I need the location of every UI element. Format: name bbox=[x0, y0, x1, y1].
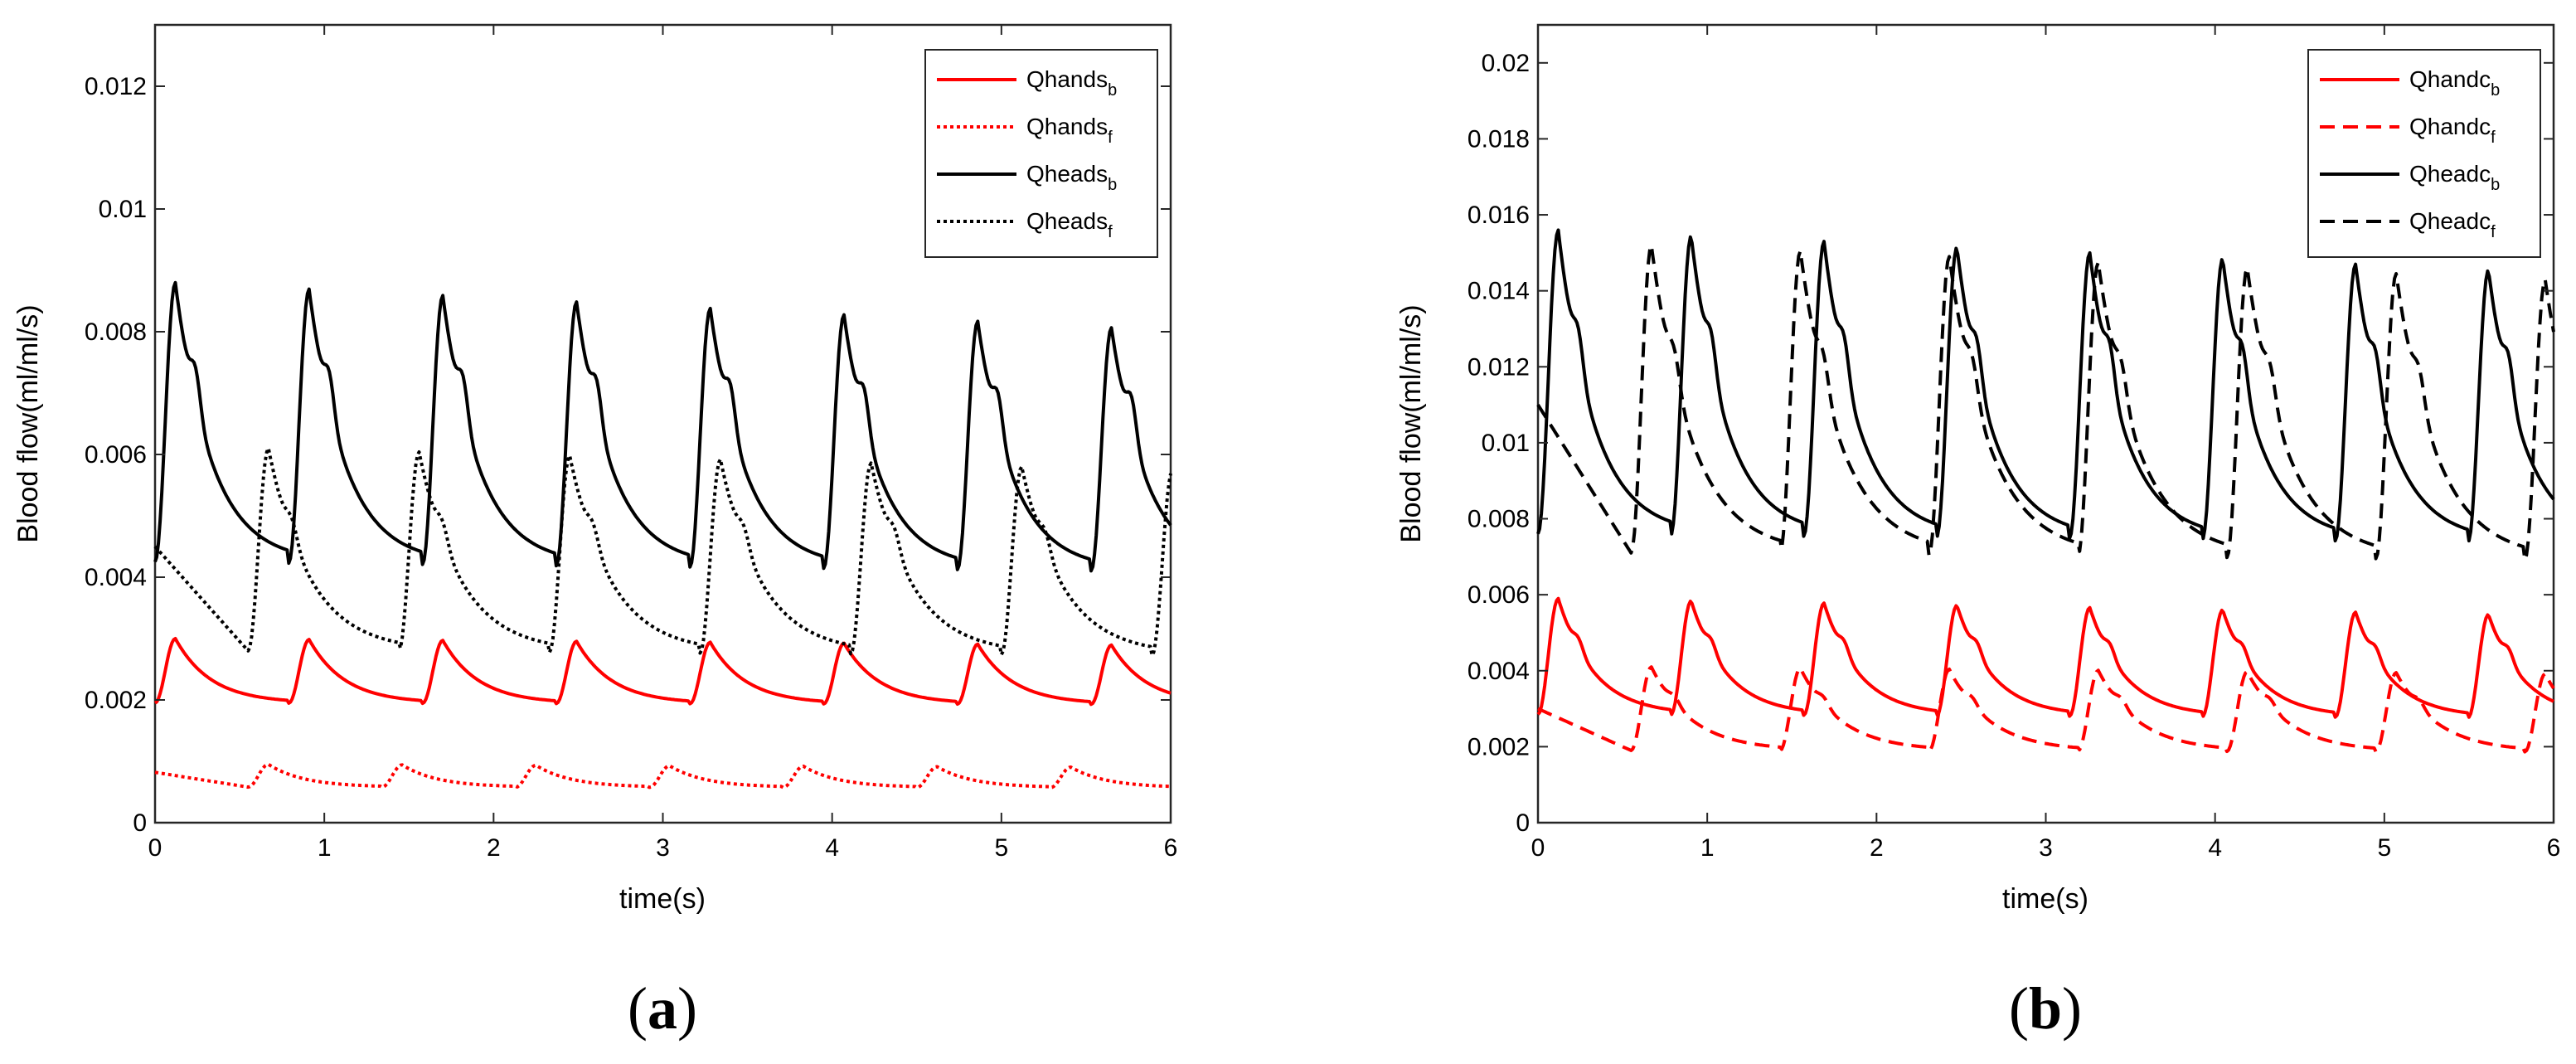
y-axis-label-b: Blood flow(ml/ml/s) bbox=[1395, 304, 1427, 542]
series-line-a-qheadsf bbox=[153, 446, 1172, 658]
y-tick-label-a: 0.012 bbox=[85, 73, 147, 100]
series-line-b-qheadcf bbox=[1536, 243, 2555, 561]
x-tick-label-b: 6 bbox=[2547, 834, 2561, 862]
y-tick-label-b: 0.002 bbox=[1467, 733, 1530, 760]
x-tick-label-b: 0 bbox=[1531, 834, 1545, 862]
x-tick-label-b: 2 bbox=[1870, 834, 1884, 862]
y-tick-label-a: 0.008 bbox=[85, 318, 147, 346]
series-line-b-qhandcb bbox=[1536, 596, 2554, 719]
y-axis-ticks-b: 0 0.002 0.004 0.006 0.008 0.01 0.012 0.014 0.016… bbox=[1467, 50, 2554, 837]
x-tick-label-b: 1 bbox=[1700, 834, 1715, 862]
x-tick-label-a: 3 bbox=[656, 834, 670, 862]
y-tick-label-b: 0 bbox=[1516, 809, 1530, 837]
y-tick-label-b: 0.016 bbox=[1467, 202, 1530, 229]
y-axis-ticks-a: 0 0.002 0.004 0.006 0.008 0.01 0.012 bbox=[85, 73, 1171, 837]
y-tick-label-b: 0.004 bbox=[1467, 658, 1530, 685]
y-tick-label-a: 0 bbox=[133, 809, 147, 837]
x-tick-label-a: 1 bbox=[318, 834, 332, 862]
series-layer-b bbox=[1536, 228, 2555, 754]
x-axis-label-a: time(s) bbox=[619, 883, 706, 915]
y-tick-label-b: 0.006 bbox=[1467, 581, 1530, 609]
x-tick-label-a: 2 bbox=[487, 834, 501, 862]
y-tick-label-b: 0.018 bbox=[1467, 125, 1530, 153]
y-tick-label-b: 0.012 bbox=[1467, 353, 1530, 381]
y-tick-label-a: 0.006 bbox=[85, 441, 147, 469]
y-tick-label-b: 0.02 bbox=[1482, 50, 1530, 77]
x-tick-label-a: 5 bbox=[994, 834, 1008, 862]
series-line-a-qheadsb bbox=[153, 280, 1172, 573]
series-line-b-qheadcb bbox=[1536, 228, 2555, 543]
series-layer-a bbox=[153, 280, 1172, 789]
x-tick-label-b: 4 bbox=[2208, 834, 2222, 862]
series-line-a-qhandsb bbox=[153, 637, 1172, 707]
y-tick-label-a: 0.002 bbox=[85, 687, 147, 714]
y-tick-label-a: 0.004 bbox=[85, 564, 147, 591]
series-line-b-qhandcf bbox=[1537, 665, 2555, 754]
x-tick-label-a: 0 bbox=[148, 834, 163, 862]
y-tick-label-b: 0.01 bbox=[1482, 430, 1530, 457]
x-tick-label-b: 5 bbox=[2377, 834, 2391, 862]
x-axis-label-b: time(s) bbox=[2002, 883, 2088, 915]
y-tick-label-b: 0.014 bbox=[1467, 278, 1530, 305]
panel-label-a: (a) bbox=[628, 975, 697, 1042]
series-line-a-qhandsf bbox=[154, 762, 1172, 789]
x-tick-label-a: 6 bbox=[1164, 834, 1178, 862]
panel-label-b: (b) bbox=[2009, 975, 2082, 1042]
y-tick-label-b: 0.008 bbox=[1467, 506, 1530, 533]
y-axis-label-a: Blood flow(ml/ml/s) bbox=[12, 304, 44, 542]
x-axis-ticks-b: 0 1 2 3 4 5 6 bbox=[1531, 25, 2561, 862]
y-tick-label-a: 0.01 bbox=[99, 196, 147, 223]
chart-panel-b: 0 1 2 3 4 5 6 0 0.002 0.004 0.006 0.008 0.01 0.012 0.… bbox=[1395, 23, 2561, 1042]
chart-panel-a: 0 1 2 3 4 5 6 0 0.002 0.004 0.006 0.008 0.01 0.012 Q… bbox=[12, 23, 1178, 1042]
x-tick-label-b: 3 bbox=[2039, 834, 2053, 862]
x-axis-ticks-a: 0 1 2 3 4 5 6 bbox=[148, 25, 1178, 862]
x-tick-label-a: 4 bbox=[825, 834, 839, 862]
